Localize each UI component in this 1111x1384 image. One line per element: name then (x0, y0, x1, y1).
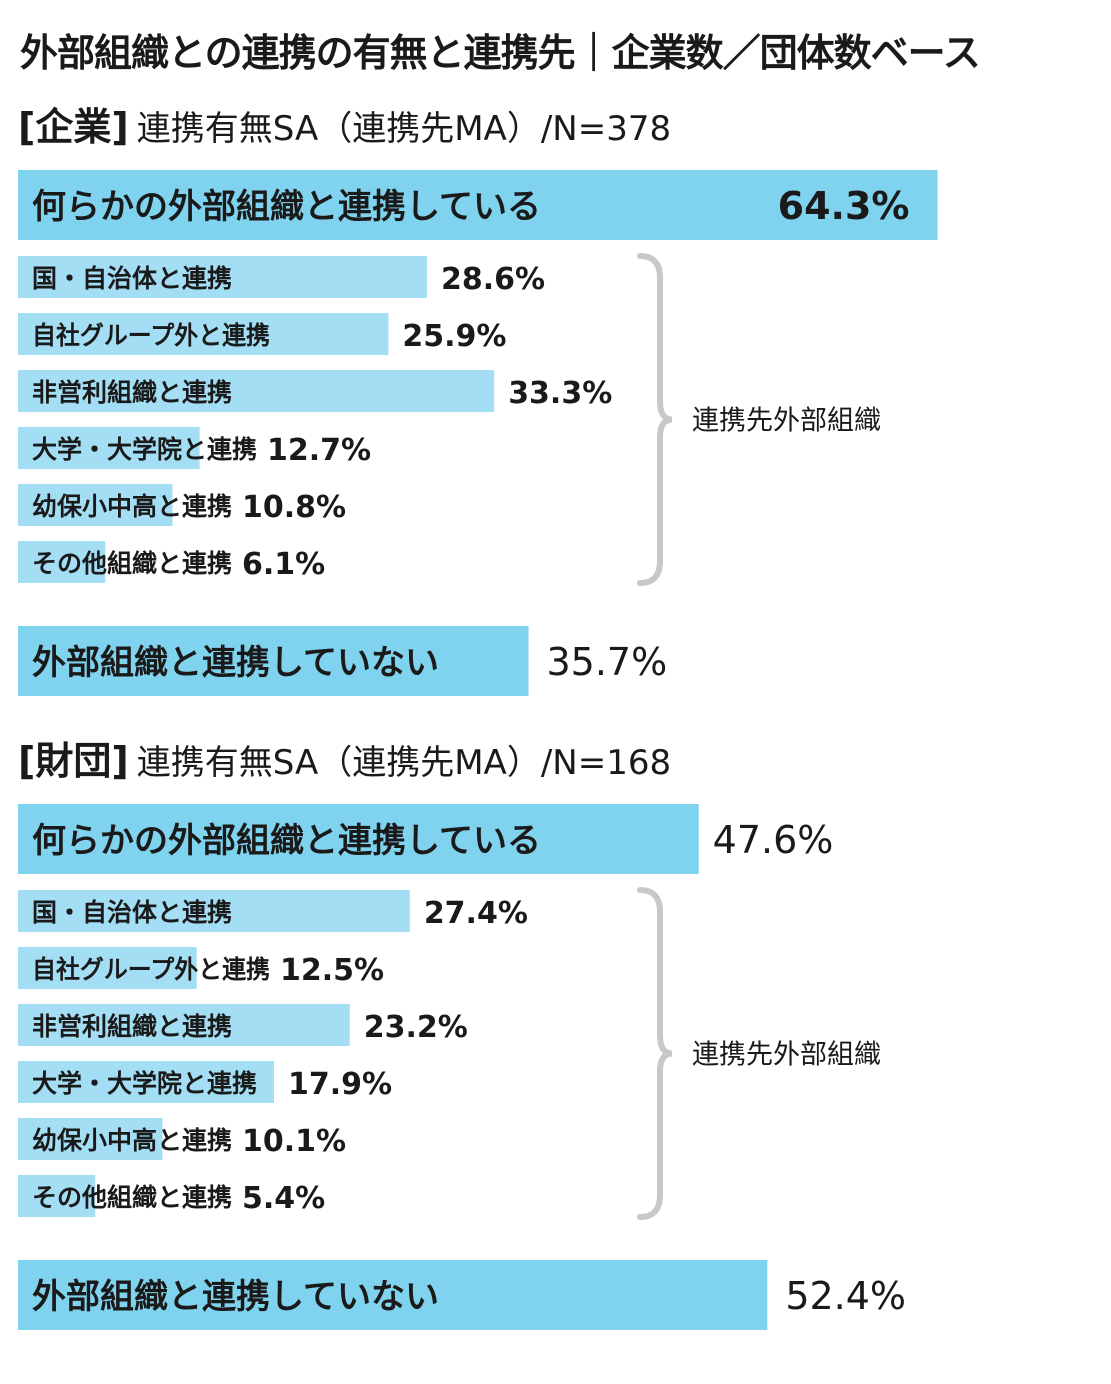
partner-label: 国・自治体と連携 (32, 898, 232, 927)
partner-label: 大学・大学院と連携 (32, 1069, 257, 1098)
partner-label: その他組織と連携 (32, 549, 232, 578)
partner-bar (18, 1118, 163, 1160)
partner-value: 28.6% (441, 262, 545, 297)
foundation-chart: 何らかの外部組織と連携している 47.6% 国・自治体と連携 27.4% 自社グループ外… (18, 804, 906, 1330)
not-connected-label: 外部組織と連携していない (32, 643, 439, 683)
company-chart: 何らかの外部組織と連携している 64.3% 国・自治体と連携 28.6% 自社グループ外… (18, 170, 938, 696)
partner-bar (18, 427, 200, 469)
partner-value: 17.9% (288, 1067, 392, 1102)
not-connected-value: 52.4% (785, 1274, 906, 1318)
partner-value: 25.9% (402, 319, 506, 354)
partner-bar (18, 1004, 350, 1046)
section-name: [財団] (18, 739, 129, 783)
partner-label: 自社グループ外と連携 (32, 321, 270, 350)
partner-bar (18, 1061, 274, 1103)
partners-group-label: 連携先外部組織 (692, 406, 881, 437)
partners-group-label: 連携先外部組織 (692, 1040, 881, 1071)
not-connected-label: 外部組織と連携していない (32, 1277, 439, 1317)
not-connected-value: 35.7% (547, 640, 668, 684)
page-title: 外部組織との連携の有無と連携先｜企業数／団体数ベース (20, 31, 981, 75)
section-subtitle: 連携有無SA（連携先MA）/N=378 (136, 109, 672, 149)
partner-value: 27.4% (424, 896, 528, 931)
partner-label: 自社グループ外と連携 (32, 955, 270, 984)
partner-bar (18, 370, 495, 412)
section-name: [企業] (18, 105, 129, 149)
not-connected-bar (18, 626, 529, 696)
connected-label: 何らかの外部組織と連携している (32, 187, 541, 227)
partner-value: 5.4% (242, 1181, 325, 1216)
partner-value: 10.1% (242, 1124, 346, 1159)
partner-label: 非営利組織と連携 (32, 378, 232, 407)
not-connected-bar (18, 1260, 768, 1330)
partner-bar (18, 947, 197, 989)
partner-bar (18, 313, 389, 355)
section-company: [企業] 連携有無SA（連携先MA）/N=378 何らかの外部組織と連携している 6… (0, 88, 1111, 698)
partner-bar (18, 484, 173, 526)
partner-label: 非営利組織と連携 (32, 1012, 232, 1041)
connected-bar (18, 170, 938, 240)
partner-bar (18, 890, 410, 932)
partner-bar (18, 1175, 96, 1217)
connected-label: 何らかの外部組織と連携している (32, 821, 541, 861)
partner-value: 10.8% (242, 490, 346, 525)
partner-bar (18, 541, 106, 583)
partner-value: 12.5% (280, 953, 384, 988)
section-header: [企業] 連携有無SA（連携先MA）/N=378 (18, 96, 671, 151)
section-foundation: [財団] 連携有無SA（連携先MA）/N=168 何らかの外部組織と連携している 4… (0, 722, 1111, 1332)
partner-label: 幼保小中高と連携 (32, 1126, 232, 1155)
connected-value: 47.6% (713, 818, 834, 862)
partner-label: 国・自治体と連携 (32, 264, 232, 293)
partner-bar (18, 256, 427, 298)
partner-value: 6.1% (242, 547, 325, 582)
brace (637, 887, 673, 1220)
partner-label: 大学・大学院と連携 (32, 435, 257, 464)
partner-value: 33.3% (508, 376, 612, 411)
partner-label: 幼保小中高と連携 (32, 492, 232, 521)
partner-value: 23.2% (364, 1010, 468, 1045)
partner-value: 12.7% (267, 433, 371, 468)
connected-bar (18, 804, 699, 874)
brace (637, 253, 673, 586)
section-header: [財団] 連携有無SA（連携先MA）/N=168 (18, 730, 671, 785)
connected-value: 64.3% (778, 184, 910, 228)
section-subtitle: 連携有無SA（連携先MA）/N=168 (136, 743, 672, 783)
partner-label: その他組織と連携 (32, 1183, 232, 1212)
